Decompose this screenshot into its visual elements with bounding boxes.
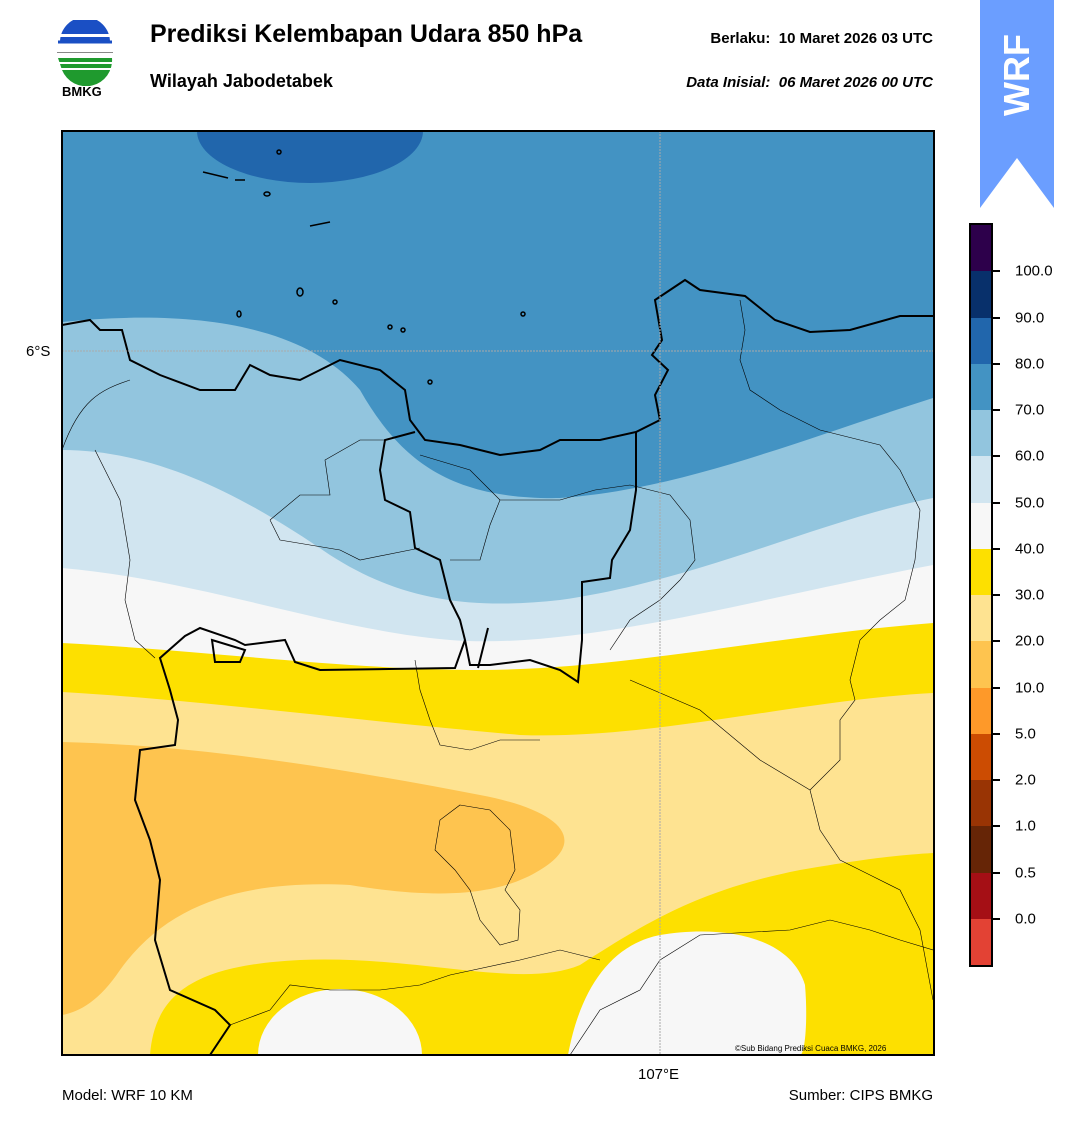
band-40-50-south xyxy=(258,989,422,1055)
colorbar-tick xyxy=(991,871,1000,874)
source-label: Sumber: CIPS BMKG xyxy=(788,1087,933,1104)
colorbar-segment xyxy=(971,225,991,272)
colorbar-tick xyxy=(991,270,1000,273)
regency-boundaries xyxy=(62,299,933,1055)
gridlines xyxy=(62,131,933,1055)
colorbar-tick xyxy=(991,779,1000,781)
colorbar-label: 90.0 xyxy=(1015,309,1045,326)
colorbar-tick xyxy=(991,316,1000,319)
humidity-map xyxy=(62,131,933,1055)
colorbar-label: 30.0 xyxy=(1015,586,1045,604)
colorbar-label: 20.0 xyxy=(1015,632,1045,650)
initial-time: Data Inisial: 06 Maret 2026 00 UTC xyxy=(686,74,933,91)
colorbar-label: 70.0 xyxy=(1015,401,1045,419)
colorbar-label: 0.0 xyxy=(1015,910,1036,928)
colorbar-label: 2.0 xyxy=(1015,771,1036,789)
valid-time: Berlaku: 10 Maret 2026 03 UTC xyxy=(710,30,933,47)
colorbar-tick xyxy=(991,732,1000,735)
colorbar-tick xyxy=(991,594,1000,596)
colorbar-tick xyxy=(991,409,1000,411)
colorbar-tick xyxy=(991,501,1000,504)
colorbar-label: 80.0 xyxy=(1015,355,1045,373)
band-80-90 xyxy=(197,131,423,183)
colorbar xyxy=(969,223,993,967)
wrf-ribbon xyxy=(980,0,1054,208)
colorbar-segment xyxy=(971,363,991,410)
colorbar-segment xyxy=(971,872,991,919)
bmkg-logo xyxy=(57,20,113,86)
band-40-50-southeast xyxy=(568,931,807,1055)
colorbar-tick xyxy=(991,547,1000,550)
colorbar-segment xyxy=(971,733,991,780)
colorbar-label: 60.0 xyxy=(1015,447,1045,465)
copyright: ©Sub Bidang Prediksi Cuaca BMKG, 2026 xyxy=(735,1044,887,1053)
colorbar-segment xyxy=(971,317,991,364)
colorbar-label: 10.0 xyxy=(1015,679,1045,696)
colorbar-segment xyxy=(971,548,991,595)
colorbar-segment xyxy=(971,641,991,688)
colorbar-tick xyxy=(991,362,1000,365)
colorbar-segment xyxy=(971,271,991,318)
colorbar-segment xyxy=(971,410,991,457)
logo-text: BMKG xyxy=(62,84,102,99)
colorbar-tick xyxy=(991,917,1000,920)
band-10-20 xyxy=(62,742,565,1015)
colorbar-label: 0.5 xyxy=(1015,864,1036,881)
colorbar-segment xyxy=(971,918,991,965)
model-label: Model: WRF 10 KM xyxy=(62,1087,193,1104)
colorbar-segment xyxy=(971,780,991,827)
colorbar-label: 5.0 xyxy=(1015,725,1036,743)
page-title: Prediksi Kelembapan Udara 850 hPa xyxy=(150,20,583,48)
colorbar-tick xyxy=(991,455,1000,458)
colorbar-label: 50.0 xyxy=(1015,494,1045,511)
colorbar-label: 40.0 xyxy=(1015,540,1045,558)
colorbar-segment xyxy=(971,595,991,642)
wrf-badge: WRF xyxy=(996,34,1037,116)
colorbar-label: 1.0 xyxy=(1015,817,1036,835)
coastline xyxy=(62,278,933,1055)
colorbar-label: 100.0 xyxy=(1015,262,1053,280)
lon-label: 107°E xyxy=(638,1066,680,1083)
colorbar-tick xyxy=(991,686,1000,689)
colorbar-tick xyxy=(991,640,1000,643)
islands xyxy=(202,149,526,385)
colorbar-segment xyxy=(971,826,991,873)
colorbar-tick xyxy=(991,825,1000,828)
colorbar-segment xyxy=(971,456,991,503)
lat-label: 6°S xyxy=(26,343,51,360)
colorbar-segment xyxy=(971,502,991,549)
colorbar-segment xyxy=(971,687,991,734)
map-frame xyxy=(61,130,935,1056)
region-subtitle: Wilayah Jabodetabek xyxy=(150,71,333,91)
